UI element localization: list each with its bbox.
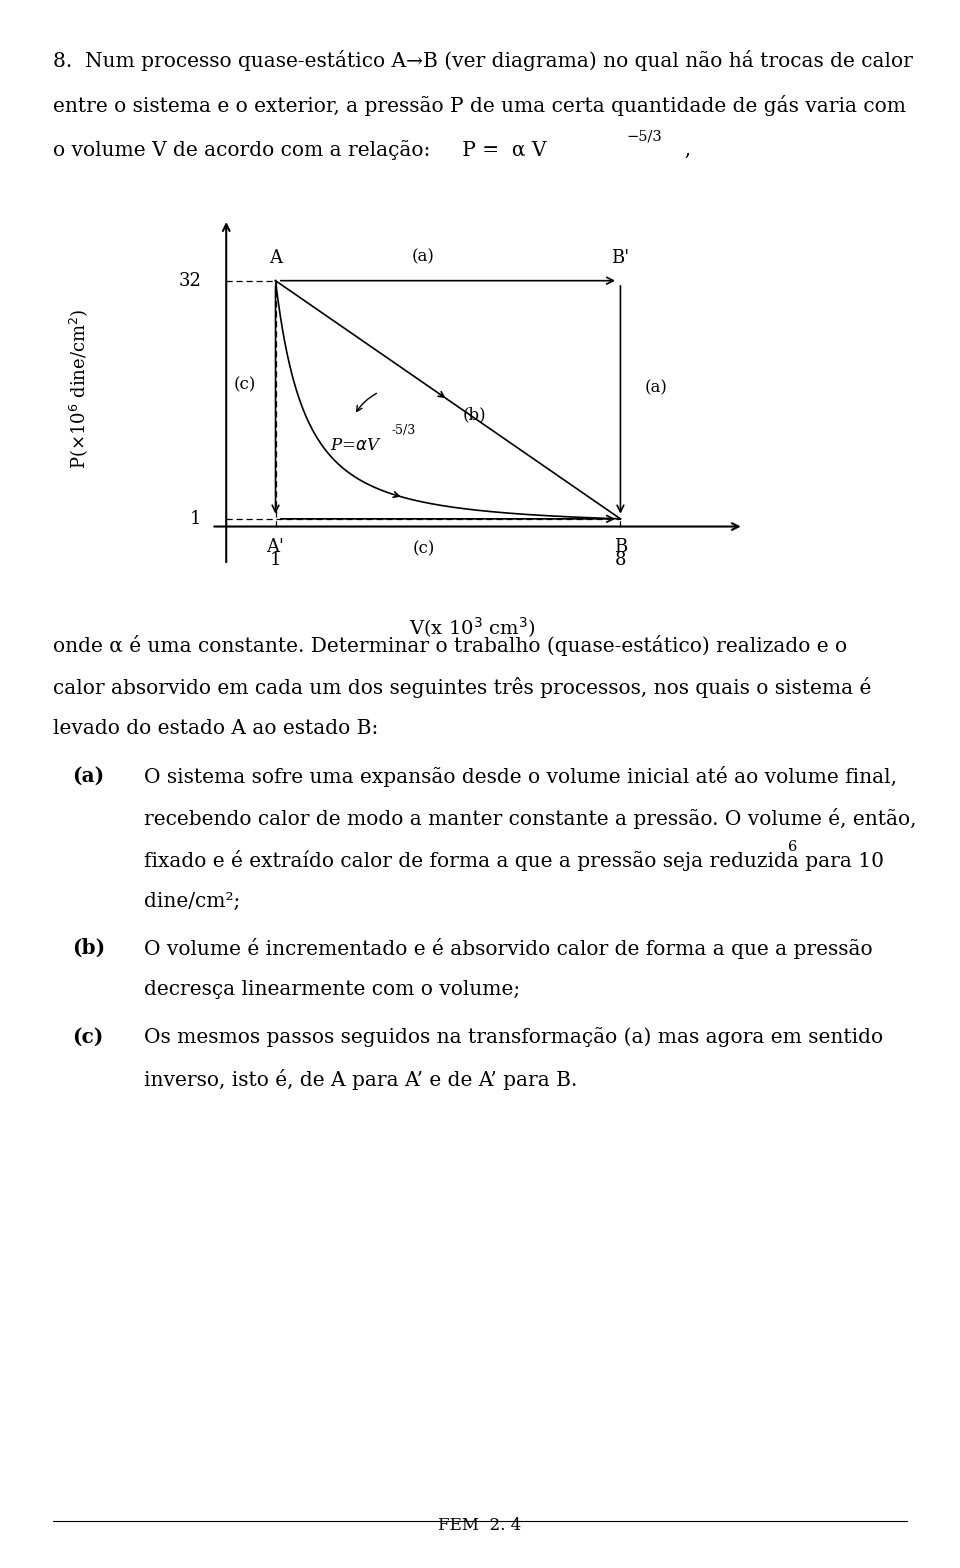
Text: 8: 8 xyxy=(614,550,626,569)
Text: (c): (c) xyxy=(72,1027,104,1047)
Text: recebendo calor de modo a manter constante a pressão. O volume é, então,: recebendo calor de modo a manter constan… xyxy=(144,808,917,828)
Text: -5/3: -5/3 xyxy=(392,423,416,437)
Text: −5/3: −5/3 xyxy=(627,130,662,144)
Text: decresça linearmente com o volume;: decresça linearmente com o volume; xyxy=(144,980,520,999)
Text: 32: 32 xyxy=(179,271,202,290)
Text: (b): (b) xyxy=(463,406,487,423)
Text: (b): (b) xyxy=(72,938,106,958)
Text: P($\times$10$^6$ dine/cm$^2$): P($\times$10$^6$ dine/cm$^2$) xyxy=(67,307,90,469)
Text: inverso, isto é, de A para A’ e de A’ para B.: inverso, isto é, de A para A’ e de A’ pa… xyxy=(144,1069,577,1090)
Text: calor absorvido em cada um dos seguintes três processos, nos quais o sistema é: calor absorvido em cada um dos seguintes… xyxy=(53,677,871,698)
Text: FEM  2. 4: FEM 2. 4 xyxy=(439,1516,521,1534)
Text: B: B xyxy=(613,538,627,557)
Text: A': A' xyxy=(267,538,284,557)
Text: (c): (c) xyxy=(412,541,435,557)
Text: V(x 10$^3$ cm$^3$): V(x 10$^3$ cm$^3$) xyxy=(409,615,536,640)
Text: B': B' xyxy=(612,249,630,267)
Text: P=$\alpha$V: P=$\alpha$V xyxy=(329,437,381,455)
Text: o volume V de acordo com a relação:     P =  α V: o volume V de acordo com a relação: P = … xyxy=(53,140,546,160)
Text: O volume é incrementado e é absorvido calor de forma a que a pressão: O volume é incrementado e é absorvido ca… xyxy=(144,938,873,960)
Text: entre o sistema e o exterior, a pressão P de uma certa quantidade de gás varia c: entre o sistema e o exterior, a pressão … xyxy=(53,96,906,116)
Text: (a): (a) xyxy=(72,765,104,786)
Text: (a): (a) xyxy=(645,379,668,397)
Text: Os mesmos passos seguidos na transformação (a) mas agora em sentido: Os mesmos passos seguidos na transformaç… xyxy=(144,1027,883,1047)
Text: 1: 1 xyxy=(190,510,202,528)
Text: A: A xyxy=(269,249,282,267)
Text: ,: , xyxy=(672,140,691,158)
Text: O sistema sofre uma expansão desde o volume inicial até ao volume final,: O sistema sofre uma expansão desde o vol… xyxy=(144,765,897,787)
Text: fixado e é extraído calor de forma a que a pressão seja reduzida para 10: fixado e é extraído calor de forma a que… xyxy=(144,850,884,870)
Text: levado do estado A ao estado B:: levado do estado A ao estado B: xyxy=(53,720,378,739)
Text: dine/cm²;: dine/cm²; xyxy=(144,892,240,911)
Text: onde α é uma constante. Determinar o trabalho (quase-estático) realizado e o: onde α é uma constante. Determinar o tra… xyxy=(53,635,847,655)
Text: (c): (c) xyxy=(233,376,255,394)
Text: 6: 6 xyxy=(788,839,798,853)
Text: 1: 1 xyxy=(270,550,281,569)
Text: (a): (a) xyxy=(412,248,435,265)
Text: 8.  Num processo quase-estático A→B (ver diagrama) no qual não há trocas de calo: 8. Num processo quase-estático A→B (ver … xyxy=(53,50,913,71)
